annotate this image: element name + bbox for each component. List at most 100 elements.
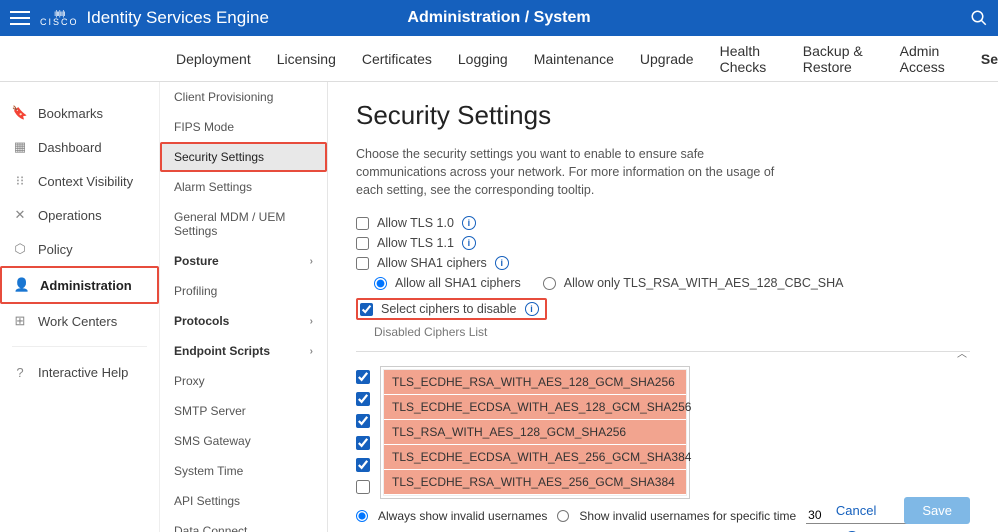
radio-invalid-always[interactable] [356,510,368,522]
subnav-item[interactable]: Security Settings [160,142,327,172]
subnav-label: API Settings [174,494,240,508]
subnav-label: Protocols [174,314,229,328]
info-icon[interactable]: i [462,216,476,230]
subnav-label: Alarm Settings [174,180,252,194]
tab-admin-access[interactable]: Admin Access [900,29,955,89]
subnav-label: FIPS Mode [174,120,234,134]
nav-dashboard[interactable]: ▦Dashboard [0,130,159,164]
checkbox-sha1[interactable] [356,257,369,270]
subnav-label: SMTP Server [174,404,246,418]
cipher-row[interactable]: TLS_ECDHE_RSA_WITH_AES_128_GCM_SHA256 [384,370,686,395]
tab-deployment[interactable]: Deployment [176,37,251,81]
cipher-row[interactable]: TLS_ECDHE_ECDSA_WITH_AES_256_GCM_SHA384 [384,445,686,470]
subnav-item[interactable]: Data Connect [160,516,327,532]
sub-nav: Client Provisioning FIPS Mode Security Set… [160,82,328,532]
page-description: Choose the security settings you want to… [356,145,796,199]
chevron-up-icon[interactable]: ︿ [954,344,970,360]
subnav-item[interactable]: Client Provisioning [160,82,327,112]
subnav-item[interactable]: Endpoint Scripts› [160,336,327,366]
tab-bar: Deployment Licensing Certificates Loggin… [0,36,998,82]
tab-certificates[interactable]: Certificates [362,37,432,81]
subnav-label: Client Provisioning [174,90,273,104]
chevron-right-icon: › [310,346,313,357]
help-icon: ? [12,364,28,380]
opt-label: Allow TLS 1.0 [377,216,454,230]
cipher-row[interactable]: TLS_ECDHE_ECDSA_WITH_AES_128_GCM_SHA256 [384,395,686,420]
subnav-label: Security Settings [174,150,264,164]
nav-bookmarks[interactable]: 🔖 Bookmarks [0,96,159,130]
opt-label: Select ciphers to disable [381,302,517,316]
subnav-item[interactable]: System Time [160,456,327,486]
info-icon[interactable]: i [495,256,509,270]
cipher-checkbox[interactable] [356,392,370,406]
opt-sha1-radios: Allow all SHA1 ciphers Allow only TLS_RS… [374,273,970,293]
cipher-row[interactable]: TLS_ECDHE_RSA_WITH_AES_256_GCM_SHA384 [384,470,686,495]
nav-label: Work Centers [38,314,117,329]
subnav-item[interactable]: FIPS Mode [160,112,327,142]
tab-health-checks[interactable]: Health Checks [720,29,777,89]
nav-administration[interactable]: 👤 Administration [0,266,159,304]
cipher-checkbox[interactable] [356,458,370,472]
radio-invalid-time[interactable] [557,510,569,522]
tab-upgrade[interactable]: Upgrade [640,37,694,81]
product-name: Identity Services Engine [87,8,269,28]
nav-label: Interactive Help [38,365,128,380]
nav-policy[interactable]: ⬡Policy [0,232,159,266]
tab-licensing[interactable]: Licensing [277,37,336,81]
menu-icon[interactable] [10,11,30,25]
bookmark-icon: 🔖 [12,105,28,121]
cipher-checkbox[interactable] [356,436,370,450]
checkbox-tls10[interactable] [356,217,369,230]
nav-operations[interactable]: ✕Operations [0,198,159,232]
nav-label: Operations [38,208,102,223]
subnav-item[interactable]: Protocols› [160,306,327,336]
cipher-checkbox[interactable] [356,480,370,494]
subnav-label: System Time [174,464,243,478]
subnav-item[interactable]: Posture › [160,246,327,276]
left-nav: 🔖 Bookmarks ▦Dashboard ⁝⁝Context Visibili… [0,82,160,532]
subnav-item[interactable]: General MDM / UEM Settings [160,202,327,246]
subnav-item[interactable]: SMTP Server [160,396,327,426]
subnav-label: Posture [174,254,219,268]
opt-label: Allow all SHA1 ciphers [395,276,521,290]
cancel-button[interactable]: Cancel [818,497,894,524]
nav-work-centers[interactable]: ⊞Work Centers [0,304,159,338]
opt-label: Allow TLS 1.1 [377,236,454,250]
cipher-checkbox[interactable] [356,370,370,384]
cipher-row[interactable]: TLS_RSA_WITH_AES_128_GCM_SHA256 [384,420,686,445]
tab-logging[interactable]: Logging [458,37,508,81]
cipher-list[interactable]: TLS_ECDHE_RSA_WITH_AES_128_GCM_SHA256TLS… [383,369,687,496]
checkbox-select-ciphers[interactable] [360,303,373,316]
subnav-label: Data Connect [174,524,247,532]
radio-sha1-all[interactable] [374,277,387,290]
subnav-item[interactable]: Proxy [160,366,327,396]
opt-select-ciphers: Select ciphers to disable i [356,295,970,323]
opt-label: Allow only TLS_RSA_WITH_AES_128_CBC_SHA [564,276,844,290]
save-button[interactable]: Save [904,497,970,524]
user-icon: 👤 [14,277,30,293]
page-title: Security Settings [356,100,970,131]
opt-label: Always show invalid usernames [378,509,547,523]
nav-label: Context Visibility [38,174,133,189]
nav-label: Bookmarks [38,106,103,121]
checkbox-tls11[interactable] [356,237,369,250]
info-icon[interactable]: i [525,302,539,316]
subnav-label: SMS Gateway [174,434,251,448]
subnav-label: Profiling [174,284,217,298]
cipher-checkbox[interactable] [356,414,370,428]
cipher-check-column [356,366,370,499]
search-icon[interactable] [970,9,988,27]
nav-context-visibility[interactable]: ⁝⁝Context Visibility [0,164,159,198]
info-icon[interactable]: i [462,236,476,250]
nav-label: Administration [40,278,132,293]
radio-sha1-only[interactable] [543,277,556,290]
subnav-item[interactable]: SMS Gateway [160,426,327,456]
nav-interactive-help[interactable]: ? Interactive Help [0,355,159,389]
tab-settings-overflow[interactable]: Se [981,37,998,81]
tab-backup-restore[interactable]: Backup & Restore [803,29,874,89]
subnav-item[interactable]: Alarm Settings [160,172,327,202]
tab-maintenance[interactable]: Maintenance [534,37,614,81]
subnav-item[interactable]: Profiling [160,276,327,306]
chevron-right-icon: › [310,256,313,267]
subnav-item[interactable]: API Settings [160,486,327,516]
